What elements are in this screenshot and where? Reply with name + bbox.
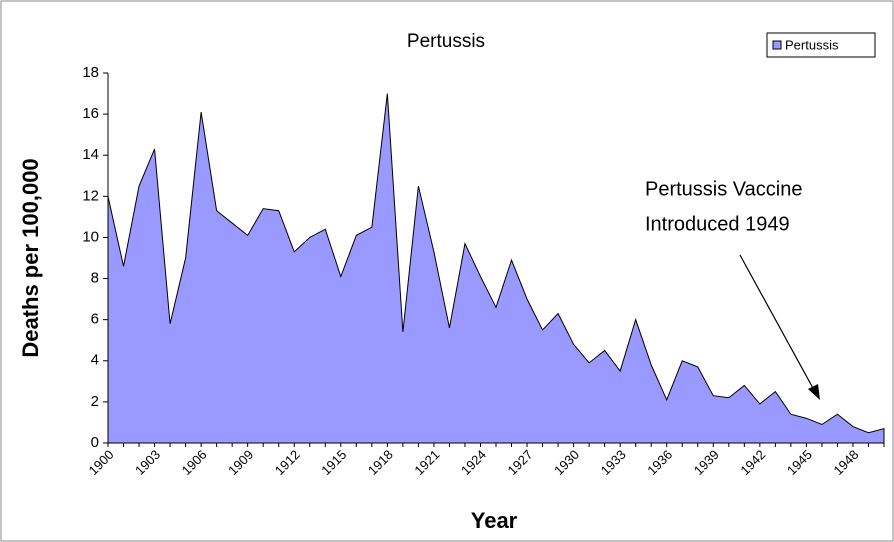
y-axis-label: Deaths per 100,000	[18, 158, 43, 357]
annotation: Pertussis Vaccine	[645, 178, 802, 200]
legend-label: Pertussis	[785, 37, 839, 52]
y-tick-label: 14	[82, 146, 99, 163]
x-axis-label: Year	[471, 508, 518, 533]
y-tick-label: 10	[82, 228, 99, 245]
legend-box	[766, 32, 876, 58]
y-tick-label: 6	[91, 311, 99, 328]
y-tick-label: 4	[91, 352, 99, 369]
y-tick-label: 16	[82, 105, 99, 122]
y-tick-label: 8	[91, 270, 99, 287]
legend-swatch	[772, 40, 782, 50]
y-tick-label: 12	[82, 187, 99, 204]
y-tick-label: 18	[82, 64, 99, 81]
chart-title: Pertussis	[407, 31, 485, 52]
area	[107, 93, 885, 444]
y-tick-label: 2	[91, 393, 99, 410]
y-tick-label: 0	[91, 434, 99, 451]
annotation-arrow	[739, 254, 815, 391]
arrow-head	[808, 384, 820, 400]
annotation: Introduced 1949	[645, 213, 790, 235]
